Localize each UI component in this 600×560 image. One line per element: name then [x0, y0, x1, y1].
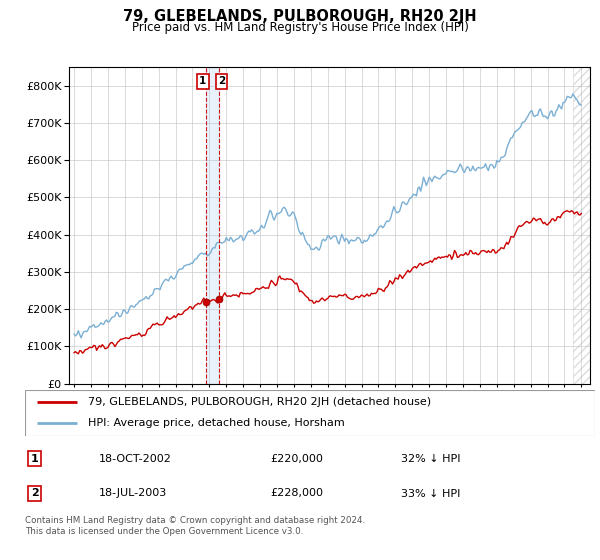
Text: 79, GLEBELANDS, PULBOROUGH, RH20 2JH: 79, GLEBELANDS, PULBOROUGH, RH20 2JH: [123, 9, 477, 24]
Text: 18-JUL-2003: 18-JUL-2003: [100, 488, 167, 498]
Text: £220,000: £220,000: [271, 454, 323, 464]
Text: 1: 1: [31, 454, 38, 464]
Bar: [206, 67, 218, 384]
Bar: [573, 67, 590, 384]
Text: 2: 2: [218, 76, 226, 86]
Text: 33% ↓ HPI: 33% ↓ HPI: [401, 488, 461, 498]
Text: 79, GLEBELANDS, PULBOROUGH, RH20 2JH (detached house): 79, GLEBELANDS, PULBOROUGH, RH20 2JH (de…: [88, 397, 431, 407]
Text: 1: 1: [199, 76, 206, 86]
Text: 18-OCT-2002: 18-OCT-2002: [100, 454, 172, 464]
Text: Price paid vs. HM Land Registry's House Price Index (HPI): Price paid vs. HM Land Registry's House …: [131, 21, 469, 34]
Text: 32% ↓ HPI: 32% ↓ HPI: [401, 454, 461, 464]
Text: £228,000: £228,000: [271, 488, 323, 498]
Text: Contains HM Land Registry data © Crown copyright and database right 2024.
This d: Contains HM Land Registry data © Crown c…: [25, 516, 365, 536]
Text: 2: 2: [31, 488, 38, 498]
Text: HPI: Average price, detached house, Horsham: HPI: Average price, detached house, Hors…: [88, 418, 344, 428]
